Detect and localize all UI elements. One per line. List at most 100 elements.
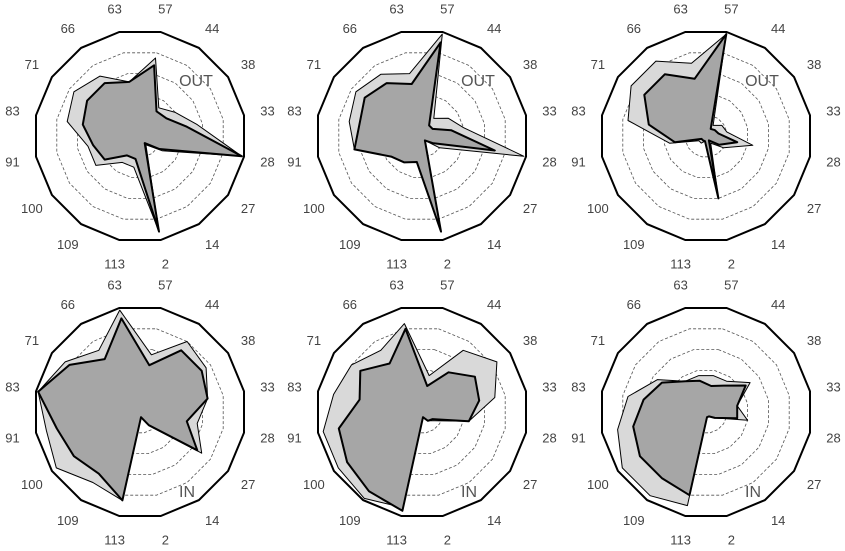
series-inner-dark [353, 41, 496, 233]
category-tick-label: 27 [807, 477, 821, 492]
category-tick-label: 14 [205, 513, 219, 528]
radar-panel: 57 44 38 33 28 27 14 2 113 109 100 91 83 71 66 63 IN [571, 278, 840, 548]
category-tick-label: 27 [807, 201, 821, 216]
category-tick-label: 2 [444, 257, 451, 272]
category-tick-label: 113 [104, 533, 125, 548]
category-tick-label: 71 [25, 333, 39, 348]
category-tick-label: 66 [343, 21, 357, 36]
category-tick-label: 109 [339, 237, 361, 252]
category-tick-label: 28 [260, 430, 274, 445]
radar-panel: 57 44 38 33 28 27 14 2 113 109 100 91 83 71 66 63 IN [5, 278, 274, 548]
category-tick-label: 44 [487, 297, 501, 312]
category-tick-label: 113 [386, 533, 407, 548]
category-tick-label: 44 [771, 21, 785, 36]
category-tick-label: 2 [162, 257, 169, 272]
category-tick-label: 66 [61, 21, 75, 36]
category-tick-label: 109 [623, 237, 645, 252]
grid-ring [643, 349, 769, 475]
grid-ring [338, 328, 506, 496]
category-tick-label: 38 [523, 57, 537, 72]
category-tick-label: 71 [25, 57, 39, 72]
category-tick-label: 113 [386, 257, 407, 272]
category-tick-label: 113 [670, 257, 691, 272]
category-tick-label: 14 [771, 237, 785, 252]
category-tick-label: 63 [389, 2, 403, 17]
category-tick-label: 83 [5, 104, 19, 119]
series-inner-dark [632, 379, 747, 497]
panel-tag-label: IN [745, 484, 761, 501]
category-tick-label: 91 [571, 154, 585, 169]
category-tick-label: 57 [724, 2, 738, 17]
category-tick-label: 27 [523, 477, 537, 492]
category-tick-label: 100 [303, 477, 325, 492]
category-tick-label: 57 [158, 278, 172, 293]
category-tick-label: 38 [807, 333, 821, 348]
category-tick-label: 63 [673, 2, 687, 17]
radar-frame [601, 307, 811, 517]
category-tick-label: 44 [205, 21, 219, 36]
category-tick-label: 2 [162, 533, 169, 548]
panel-tag-label: OUT [179, 73, 213, 90]
category-tick-label: 38 [523, 333, 537, 348]
category-tick-label: 33 [260, 104, 274, 119]
category-tick-label: 83 [571, 380, 585, 395]
category-tick-label: 2 [728, 257, 735, 272]
series-inner-dark [81, 64, 243, 233]
category-tick-label: 91 [287, 430, 301, 445]
category-tick-label: 14 [487, 513, 501, 528]
grid-ring [622, 328, 790, 496]
category-tick-label: 27 [523, 201, 537, 216]
panel-tag-label: OUT [461, 73, 495, 90]
category-tick-label: 14 [205, 237, 219, 252]
radar-frame [317, 31, 527, 241]
category-tick-label: 91 [287, 154, 301, 169]
category-tick-label: 109 [57, 513, 79, 528]
category-tick-label: 109 [339, 513, 361, 528]
radar-panel: 57 44 38 33 28 27 14 2 113 109 100 91 83 71 66 63 IN [287, 278, 556, 548]
category-tick-label: 71 [307, 333, 321, 348]
panel-tag-label: IN [179, 484, 195, 501]
category-tick-label: 100 [587, 477, 609, 492]
category-tick-label: 57 [158, 2, 172, 17]
category-tick-label: 57 [440, 2, 454, 17]
category-tick-label: 66 [627, 297, 641, 312]
category-tick-label: 38 [807, 57, 821, 72]
category-tick-label: 28 [542, 154, 556, 169]
category-tick-label: 63 [389, 278, 403, 293]
grid-ring [56, 52, 224, 220]
grid-ring [56, 328, 224, 496]
radar-frame [317, 307, 527, 517]
category-tick-label: 28 [542, 430, 556, 445]
category-tick-label: 63 [107, 278, 121, 293]
category-tick-label: 100 [587, 201, 609, 216]
radar-frame [35, 307, 245, 517]
category-tick-label: 109 [623, 513, 645, 528]
category-tick-label: 14 [771, 513, 785, 528]
category-tick-label: 33 [260, 380, 274, 395]
category-tick-label: 57 [724, 278, 738, 293]
category-tick-label: 83 [5, 380, 19, 395]
category-tick-label: 57 [440, 278, 454, 293]
category-tick-label: 33 [826, 380, 840, 395]
category-tick-label: 66 [627, 21, 641, 36]
category-tick-label: 28 [826, 154, 840, 169]
category-tick-label: 100 [21, 477, 43, 492]
category-tick-label: 63 [673, 278, 687, 293]
category-tick-label: 44 [771, 297, 785, 312]
category-tick-label: 113 [670, 533, 691, 548]
category-tick-label: 2 [444, 533, 451, 548]
panel-tag-label: IN [461, 484, 477, 501]
series-inner-dark [37, 317, 209, 502]
category-tick-label: 83 [287, 104, 301, 119]
category-tick-label: 100 [303, 201, 325, 216]
category-tick-label: 44 [487, 21, 501, 36]
category-tick-label: 33 [826, 104, 840, 119]
category-tick-label: 71 [307, 57, 321, 72]
category-tick-label: 113 [104, 257, 125, 272]
category-tick-label: 33 [542, 104, 556, 119]
category-tick-label: 27 [241, 477, 255, 492]
category-tick-label: 91 [5, 154, 19, 169]
category-tick-label: 33 [542, 380, 556, 395]
radar-frame [601, 31, 811, 241]
